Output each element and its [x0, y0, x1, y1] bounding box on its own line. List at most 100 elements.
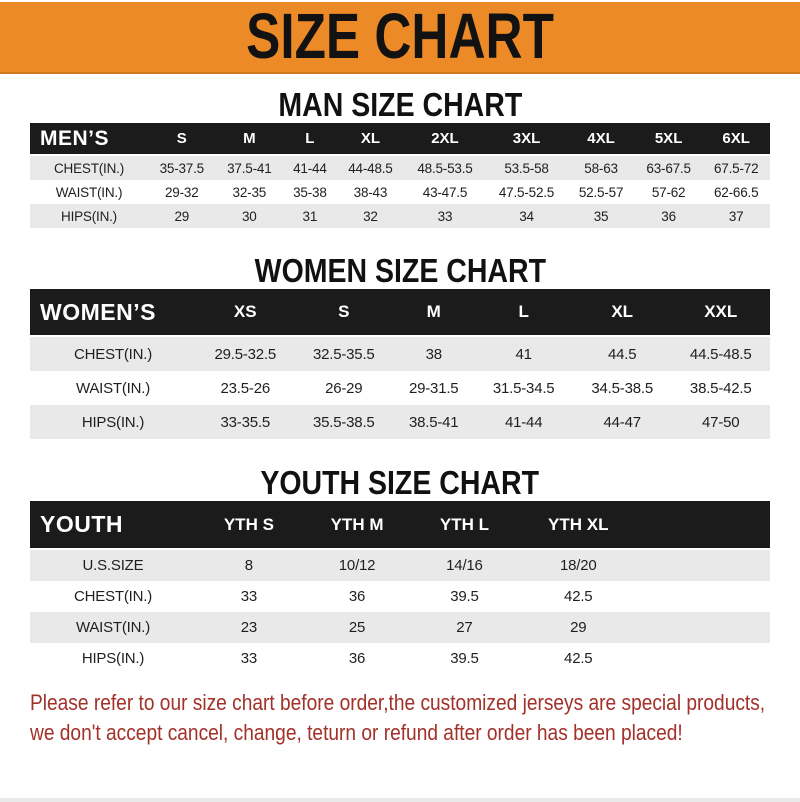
row-label: WAIST(IN.): [75, 379, 151, 397]
column-header: 4XL: [567, 123, 635, 156]
size-value: 67.5-72: [713, 160, 759, 176]
size-value: 29.5-32.5: [214, 345, 277, 363]
table-corner-label: YOUTH: [30, 501, 196, 550]
size-value: 32.5-35.5: [312, 345, 375, 363]
column-header: YTH S: [196, 501, 302, 550]
size-value: 47.5-52.5: [498, 184, 555, 200]
size-value: 29: [570, 619, 587, 636]
table-row: HIPS(IN.) 29 30 31 32 33 34 35 36 37: [30, 204, 770, 228]
footer-note-line1: Please refer to our size chart before or…: [30, 690, 766, 715]
size-value: 62-66.5: [713, 184, 759, 200]
size-value: 31.5-34.5: [492, 379, 555, 397]
size-value: 41: [515, 345, 532, 363]
row-label: CHEST(IN.): [74, 345, 152, 363]
bottom-border-strip: [0, 798, 800, 802]
youth-size-table: YOUTH YTH S YTH M YTH L YTH XL U.S.SIZE 8 10/12…: [30, 501, 770, 674]
size-value: 44.5-48.5: [689, 345, 752, 363]
size-value: 63-67.5: [646, 160, 691, 176]
women-section-title: WOMEN SIZE CHART: [0, 252, 800, 290]
footer-note-line2: we don't accept cancel, change, teturn o…: [30, 720, 683, 745]
size-value: 32: [363, 208, 378, 224]
column-header: M: [215, 123, 284, 156]
size-value: 26-29: [325, 379, 363, 397]
size-value: 44-48.5: [348, 160, 393, 176]
size-value: 23.5-26: [220, 379, 271, 397]
column-header: XXL: [671, 289, 770, 337]
row-label: HIPS(IN.): [61, 208, 117, 224]
size-value: 35: [593, 208, 609, 224]
column-header: S: [294, 289, 394, 337]
size-value: 57-62: [651, 184, 686, 200]
column-header: YTH XL: [516, 501, 640, 550]
column-header: XL: [572, 289, 672, 337]
size-value: 27: [456, 619, 473, 636]
size-value: 38: [425, 345, 442, 363]
column-header: S: [148, 123, 216, 156]
column-header: 2XL: [404, 123, 486, 156]
size-value: 33-35.5: [220, 413, 271, 431]
column-header: M: [393, 289, 475, 337]
size-value: 36: [348, 650, 366, 667]
table-corner-label: MEN’S: [30, 123, 148, 156]
row-label: CHEST(IN.): [54, 160, 124, 176]
size-value: 37: [728, 208, 744, 224]
size-value: 47-50: [702, 413, 740, 431]
column-header: XL: [336, 123, 405, 156]
size-value: 25: [348, 619, 366, 636]
size-value: 37.5-41: [227, 160, 272, 176]
table-row: CHEST(IN.) 35-37.5 37.5-41 41-44 44-48.5 48.5…: [30, 155, 770, 180]
size-value: 23: [240, 619, 258, 636]
size-chart-banner: SIZE CHART: [0, 2, 800, 74]
row-label: WAIST(IN.): [55, 184, 123, 200]
size-value: 32-35: [232, 184, 267, 200]
size-value: 39.5: [450, 588, 479, 605]
row-label: CHEST(IN.): [74, 588, 152, 605]
table-row: HIPS(IN.) 33 36 39.5 42.5: [30, 643, 770, 674]
size-value: 35-37.5: [159, 160, 205, 176]
column-header: XS: [196, 289, 295, 337]
size-value: 41-44: [293, 160, 327, 176]
size-value: 29-32: [165, 184, 199, 200]
size-value: 34: [519, 208, 534, 224]
youth-section-title: YOUTH SIZE CHART: [0, 465, 800, 502]
size-value: 30: [242, 208, 257, 224]
size-value: 44-47: [603, 413, 641, 431]
table-row: WAIST(IN.) 23.5-26 26-29 29-31.5 31.5-34.5 34…: [30, 371, 770, 405]
size-value: 33: [240, 650, 258, 667]
size-value: 31: [302, 208, 318, 224]
spacer-cell: [640, 549, 770, 581]
size-value: 42.5: [564, 588, 593, 605]
table-row: HIPS(IN.) 33-35.5 35.5-38.5 38.5-41 41-44 44-…: [30, 405, 770, 439]
women-section-title-text: WOMEN SIZE CHART: [254, 252, 546, 290]
size-value: 36: [661, 208, 676, 224]
table-corner-label: WOMEN’S: [30, 289, 196, 337]
size-value: 35-38: [293, 184, 327, 200]
banner-title: SIZE CHART: [246, 1, 554, 73]
size-value: 39.5: [450, 650, 479, 667]
row-label: HIPS(IN.): [81, 650, 145, 667]
row-label: U.S.SIZE: [82, 557, 144, 574]
spacer-cell: [640, 612, 770, 643]
size-value: 42.5: [564, 650, 593, 667]
size-value: 41-44: [504, 413, 543, 431]
column-header: L: [474, 289, 573, 337]
table-row: U.S.SIZE 8 10/12 14/16 18/20: [30, 549, 770, 581]
size-value: 36: [348, 588, 366, 605]
man-section-title-text: MAN SIZE CHART: [278, 86, 522, 124]
table-header-row: MEN’S S M L XL 2XL 3XL 4XL 5XL 6XL: [30, 123, 770, 156]
table-header-row: WOMEN’S XS S M L XL XXL: [30, 289, 770, 337]
table-header-row: YOUTH YTH S YTH M YTH L YTH XL: [30, 501, 770, 550]
size-value: 38.5-41: [408, 413, 459, 431]
size-value: 34.5-38.5: [591, 379, 653, 397]
spacer-cell: [640, 581, 770, 612]
size-value: 43-47.5: [422, 184, 468, 200]
size-value: 44.5: [607, 345, 637, 363]
women-size-table: WOMEN’S XS S M L XL XXL CHEST(IN.) 29.5-32.5 32.5…: [30, 289, 770, 439]
column-header: YTH L: [412, 501, 517, 550]
size-value: 33: [240, 588, 258, 605]
size-value: 52.5-57: [578, 184, 624, 200]
man-size-table: MEN’S S M L XL 2XL 3XL 4XL 5XL 6XL CHEST(IN.) 35-37…: [30, 123, 770, 228]
size-value: 38.5-42.5: [689, 379, 752, 397]
table-row: CHEST(IN.) 33 36 39.5 42.5: [30, 581, 770, 612]
column-header: 5XL: [634, 123, 703, 156]
